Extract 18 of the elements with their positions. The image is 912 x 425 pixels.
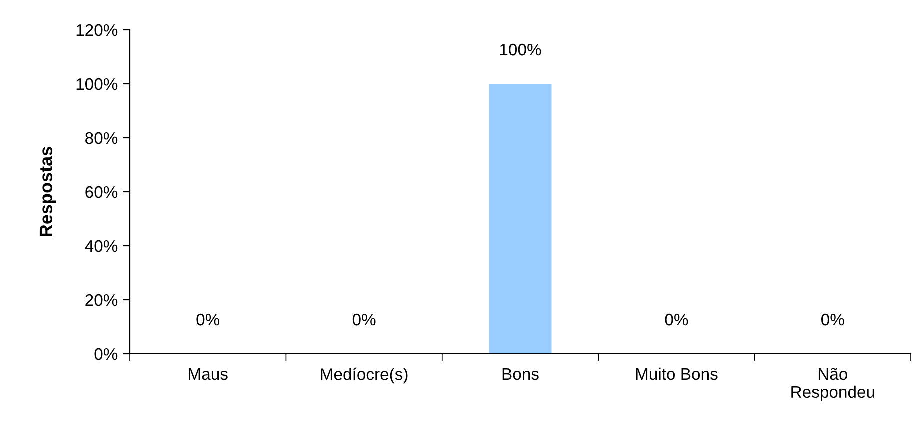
data-label: 0%: [196, 314, 220, 326]
y-tick-label: 120%: [76, 24, 118, 36]
y-tick-label: 0%: [94, 348, 118, 360]
x-tick-label: Não Respondeu: [792, 368, 874, 402]
x-tick-label: Muito Bons: [636, 368, 718, 380]
data-label: 0%: [665, 314, 688, 326]
y-tick-label: 80%: [86, 132, 118, 144]
data-label: 100%: [500, 44, 542, 56]
x-tick-label: Bons: [502, 368, 539, 380]
x-tick-label: Maus: [189, 368, 228, 380]
data-label: 0%: [352, 314, 376, 326]
x-tick-label: Medíocre(s): [321, 368, 408, 384]
y-tick-label: 60%: [86, 186, 118, 198]
y-axis-title: Respostas: [40, 147, 56, 236]
y-tick-label: 100%: [76, 78, 118, 90]
data-label: 0%: [822, 314, 844, 326]
y-tick-label: 40%: [85, 240, 118, 252]
y-tick-label: 20%: [86, 294, 118, 306]
